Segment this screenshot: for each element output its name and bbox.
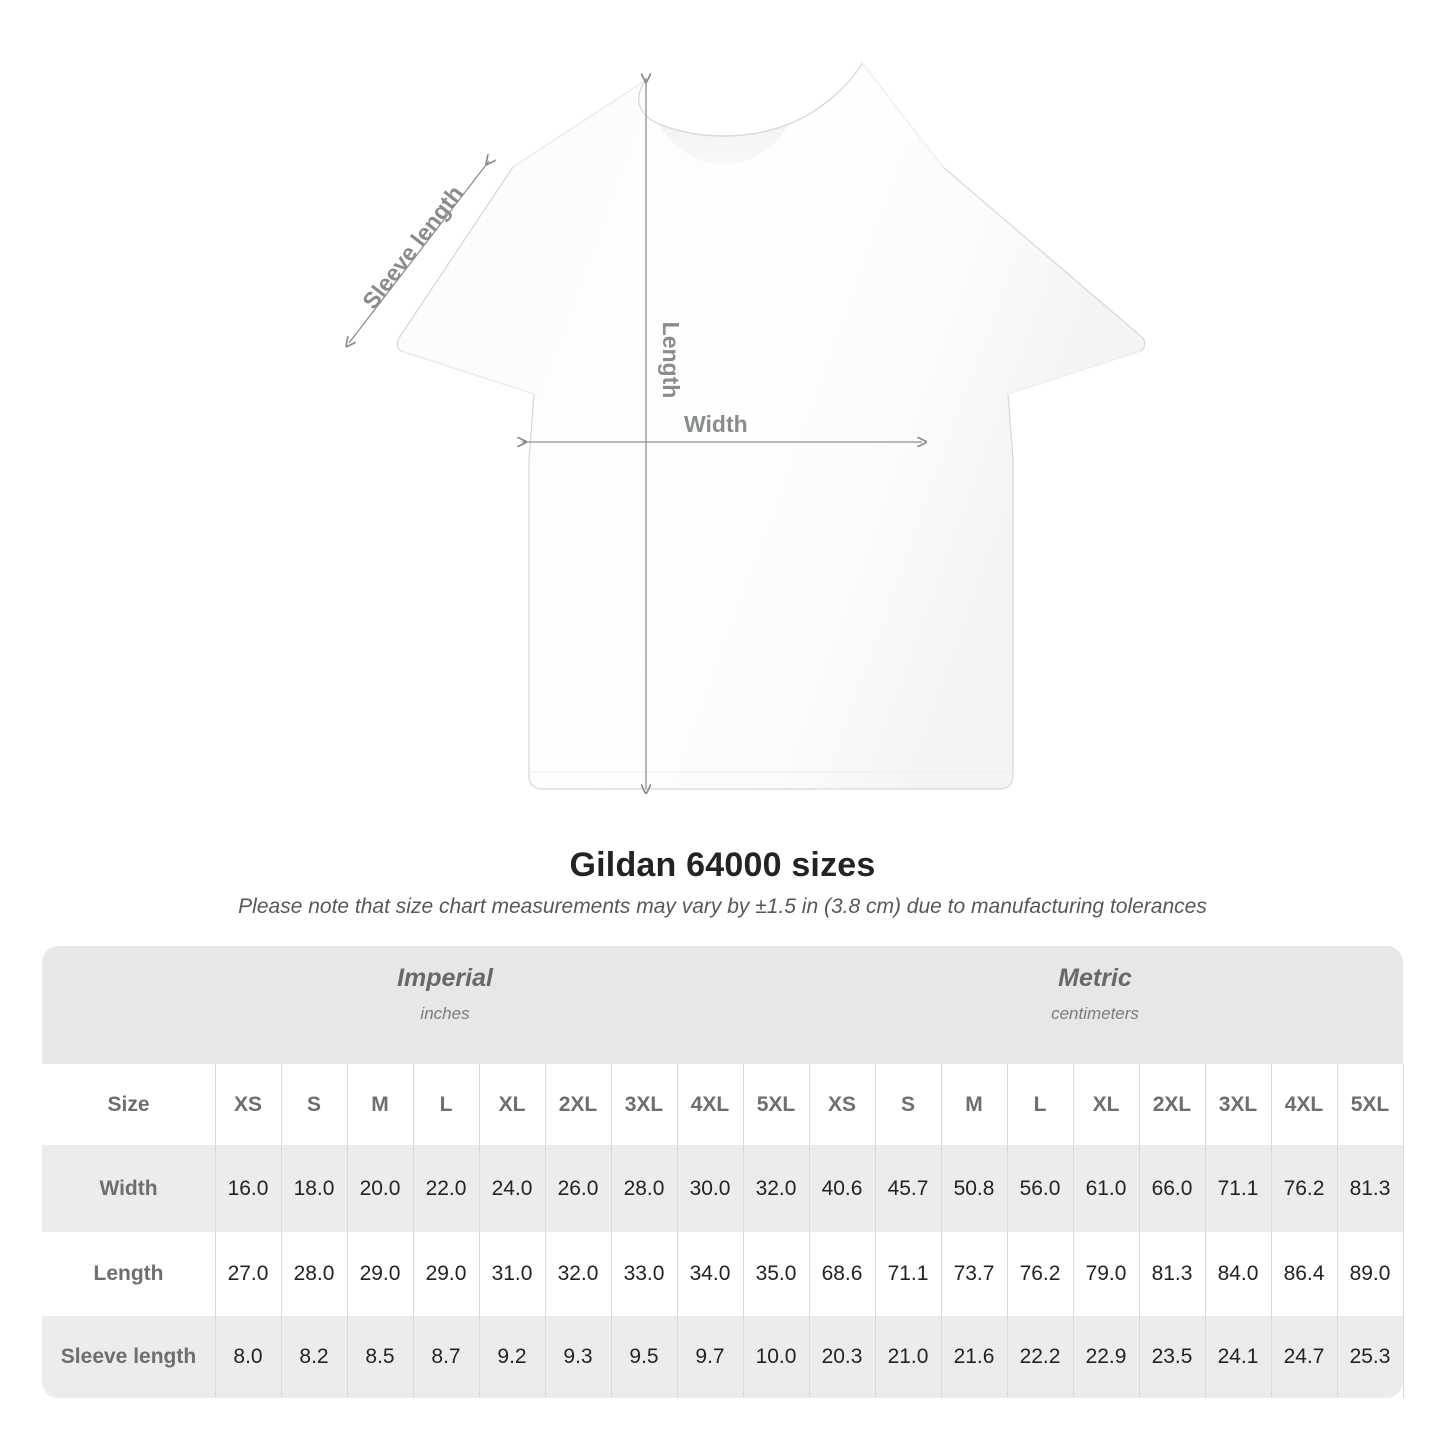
svg-text:Length: Length bbox=[658, 322, 684, 399]
svg-text:Width: Width bbox=[684, 411, 748, 437]
